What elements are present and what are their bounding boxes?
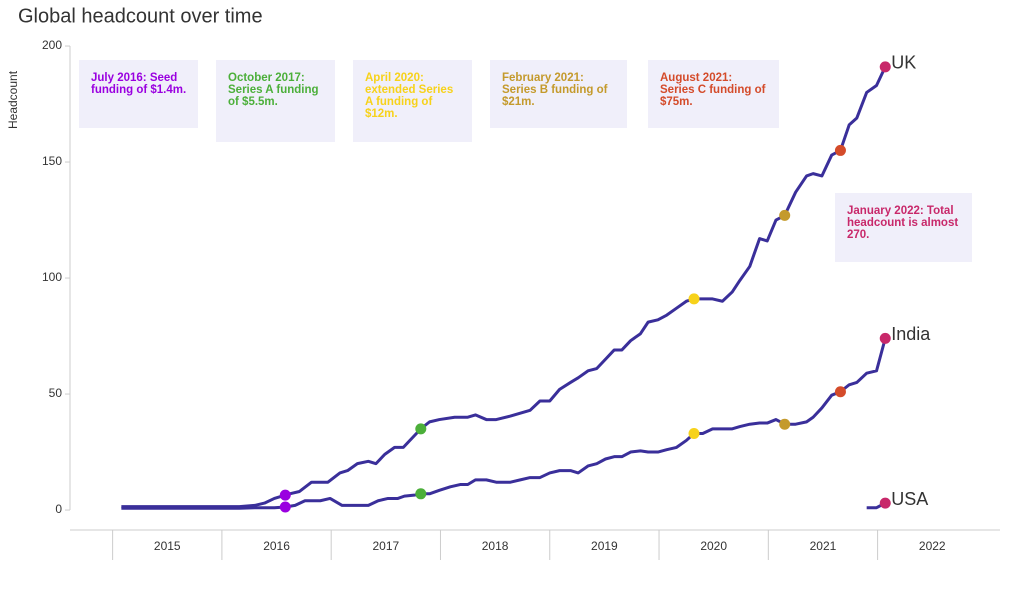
y-tick-label: 150 xyxy=(42,154,62,168)
event-marker xyxy=(779,418,791,430)
annotation: August 2021: Series C funding of $75m. xyxy=(648,60,779,128)
annotation: April 2020: extended Series A funding of… xyxy=(353,60,472,142)
x-tick-label: 2022 xyxy=(919,539,946,553)
series-line xyxy=(121,337,887,510)
chart-subtitle: Global headcount over time xyxy=(18,5,263,27)
series-label: India xyxy=(891,324,931,344)
y-tick-label: 50 xyxy=(49,386,63,400)
event-marker xyxy=(279,501,291,513)
event-marker xyxy=(415,488,427,500)
x-tick-label: 2019 xyxy=(591,539,618,553)
x-tick-label: 2016 xyxy=(263,539,290,553)
event-marker xyxy=(688,293,700,305)
event-marker xyxy=(879,497,891,509)
annotation: February 2021: Series B funding of $21m. xyxy=(490,60,627,128)
annotation: January 2022: Total headcount is almost … xyxy=(835,193,972,262)
series-label: UK xyxy=(891,53,916,73)
annotation: October 2017: Series A funding of $5.5m. xyxy=(216,60,335,142)
y-tick-label: 100 xyxy=(42,270,62,284)
series-label: USA xyxy=(891,489,928,509)
x-tick-label: 2015 xyxy=(154,539,181,553)
y-tick-label: 200 xyxy=(42,38,62,52)
event-marker xyxy=(688,427,700,439)
event-marker xyxy=(834,386,846,398)
x-tick-label: 2020 xyxy=(700,539,727,553)
event-marker xyxy=(879,61,891,73)
event-marker xyxy=(415,423,427,435)
event-marker xyxy=(879,332,891,344)
annotation: July 2016: Seed funding of $1.4m. xyxy=(79,60,198,128)
event-marker xyxy=(779,209,791,221)
event-marker xyxy=(834,144,846,156)
x-tick-label: 2017 xyxy=(372,539,399,553)
x-tick-label: 2018 xyxy=(482,539,509,553)
y-tick-label: 0 xyxy=(55,502,62,516)
y-axis-label: Headcount xyxy=(6,70,20,129)
event-marker xyxy=(279,489,291,501)
x-tick-label: 2021 xyxy=(810,539,837,553)
